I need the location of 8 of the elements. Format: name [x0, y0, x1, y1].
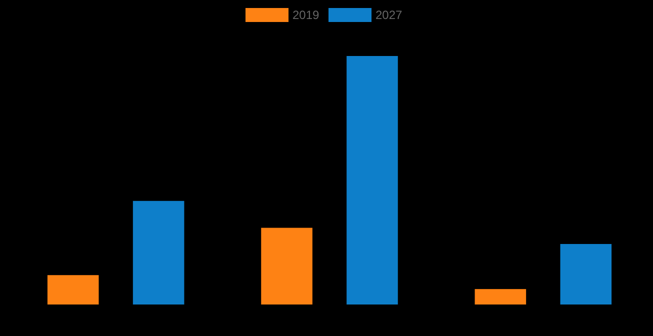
- bar: [346, 56, 398, 305]
- bar: [132, 200, 184, 305]
- bar: [560, 244, 612, 305]
- bar: [474, 289, 526, 305]
- bar: [47, 275, 99, 305]
- bar: [261, 228, 312, 305]
- legend-label: 2019: [292, 8, 320, 22]
- legend-label: 2027: [376, 8, 403, 22]
